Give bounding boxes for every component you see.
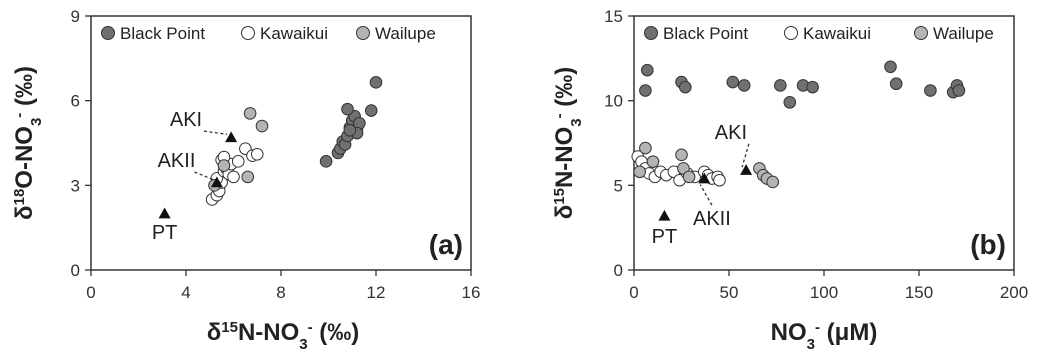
panel-label-a: (a) xyxy=(429,229,463,260)
legend-a-kawaikui-label: Kawaikui xyxy=(260,24,328,43)
x-tick-label-b: 50 xyxy=(720,283,739,302)
pt-marker-a xyxy=(158,207,171,219)
black-point-point-b xyxy=(889,77,903,91)
legend-a: Black Point Kawaikui Wailupe xyxy=(101,24,436,43)
black-point-point-b xyxy=(641,63,654,77)
wailupe-point-a xyxy=(241,170,255,184)
legend-b-black-point-label: Black Point xyxy=(663,24,748,43)
annotation-leader-akii-b xyxy=(699,184,713,206)
akii-marker-a xyxy=(210,176,223,188)
y-tick-label-a: 6 xyxy=(71,92,80,111)
black-point-point-a xyxy=(343,124,357,137)
black-point-point-b xyxy=(679,80,692,94)
y-axis-title-b: δ15N-NO3- (‰) xyxy=(551,67,585,220)
kawaikui-point-a xyxy=(250,147,264,161)
annotation-leader-aki-b xyxy=(741,143,750,168)
x-axis-title-b: NO3- (μM) xyxy=(771,319,878,353)
y-tick-label-a: 9 xyxy=(71,7,80,26)
y-tick-label-b: 10 xyxy=(604,92,623,111)
y-tick-label-b: 15 xyxy=(604,7,623,26)
akii-marker-b xyxy=(698,172,711,184)
wailupe-point-a xyxy=(255,119,269,133)
black-point-point-a xyxy=(341,102,354,116)
legend-a-black-point-label: Black Point xyxy=(120,24,205,43)
y-tick-label-a: 3 xyxy=(71,176,80,195)
black-point-point-b xyxy=(726,75,740,89)
legend-b-wailupe-marker xyxy=(914,26,928,40)
plot-frame-b xyxy=(633,15,1015,271)
wailupe-point-b xyxy=(682,170,696,184)
panel-label-b: (b) xyxy=(970,229,1006,260)
aki-marker-a xyxy=(225,131,238,143)
black-point-point-b xyxy=(884,60,897,74)
x-tick-label-b: 0 xyxy=(629,283,638,302)
x-tick-label-b: 100 xyxy=(810,283,838,302)
annotation-leader-akii-a xyxy=(194,171,214,181)
x-tick-label-a: 12 xyxy=(367,283,386,302)
y-tick-label-b: 5 xyxy=(614,176,623,195)
black-point-point-b xyxy=(952,84,966,97)
annotation-akii-a: AKII xyxy=(158,150,196,172)
legend-b-wailupe-label: Wailupe xyxy=(933,24,994,43)
x-tick-label-b: 200 xyxy=(1000,283,1028,302)
wailupe-point-b xyxy=(633,165,647,179)
legend-a-kawaikui-marker xyxy=(241,26,255,40)
kawaikui-point-b xyxy=(713,173,726,187)
x-tick-label-a: 4 xyxy=(181,283,190,302)
wailupe-point-b xyxy=(766,175,780,189)
y-tick-label-b: 0 xyxy=(614,261,623,280)
legend-b-kawaikui-label: Kawaikui xyxy=(803,24,871,43)
x-tick-label-a: 8 xyxy=(276,283,285,302)
legend-a-wailupe-label: Wailupe xyxy=(375,24,436,43)
wailupe-point-b xyxy=(675,148,688,162)
legend-a-black-point-marker xyxy=(101,26,115,40)
wailupe-point-a xyxy=(243,107,257,120)
kawaikui-point-a xyxy=(227,170,240,184)
pt-marker-b xyxy=(658,209,671,221)
y-axis-title-a: δ18O-NO3- (‰) xyxy=(11,66,45,220)
x-tick-label-b: 150 xyxy=(905,283,933,302)
black-point-point-b xyxy=(737,79,751,92)
annotation-akii-b: AKII xyxy=(693,208,731,230)
black-point-point-b xyxy=(639,84,652,97)
annotation-leader-aki-a xyxy=(203,130,228,135)
x-tick-label-a: 0 xyxy=(86,283,95,302)
annotation-aki-a: AKI xyxy=(170,109,202,131)
annotation-aki-b: AKI xyxy=(715,122,747,144)
x-axis-title-a: δ15N-NO3- (‰) xyxy=(207,319,360,353)
x-tick-label-a: 16 xyxy=(462,283,481,302)
panel-b: 0 50 100 150 200 0 5 10 15 AKI AKII PT Black Point… xyxy=(551,7,1029,353)
plot-frame-a xyxy=(90,15,472,271)
black-point-point-a xyxy=(364,104,378,117)
black-point-point-b xyxy=(783,96,797,109)
wailupe-point-b xyxy=(646,155,660,168)
wailupe-point-a xyxy=(217,159,231,172)
black-point-point-a xyxy=(369,76,383,89)
kawaikui-point-a xyxy=(231,155,245,168)
annotation-pt-b: PT xyxy=(652,226,678,248)
legend-b-kawaikui-marker xyxy=(784,26,798,40)
black-point-point-b xyxy=(806,80,819,94)
black-point-point-a xyxy=(319,155,333,168)
annotation-pt-a: PT xyxy=(152,222,178,244)
legend-b: Black Point Kawaikui Wailupe xyxy=(644,24,994,43)
panel-a: 0 4 8 12 16 0 3 6 9 AKI AKII PT Black Point Kawaik… xyxy=(11,7,481,353)
legend-b-black-point-marker xyxy=(644,26,658,40)
legend-a-wailupe-marker xyxy=(356,26,370,40)
wailupe-point-b xyxy=(639,141,652,155)
black-point-point-b xyxy=(924,84,937,97)
y-tick-label-a: 0 xyxy=(71,261,80,280)
aki-marker-b xyxy=(740,164,753,175)
black-point-point-b xyxy=(774,79,787,92)
